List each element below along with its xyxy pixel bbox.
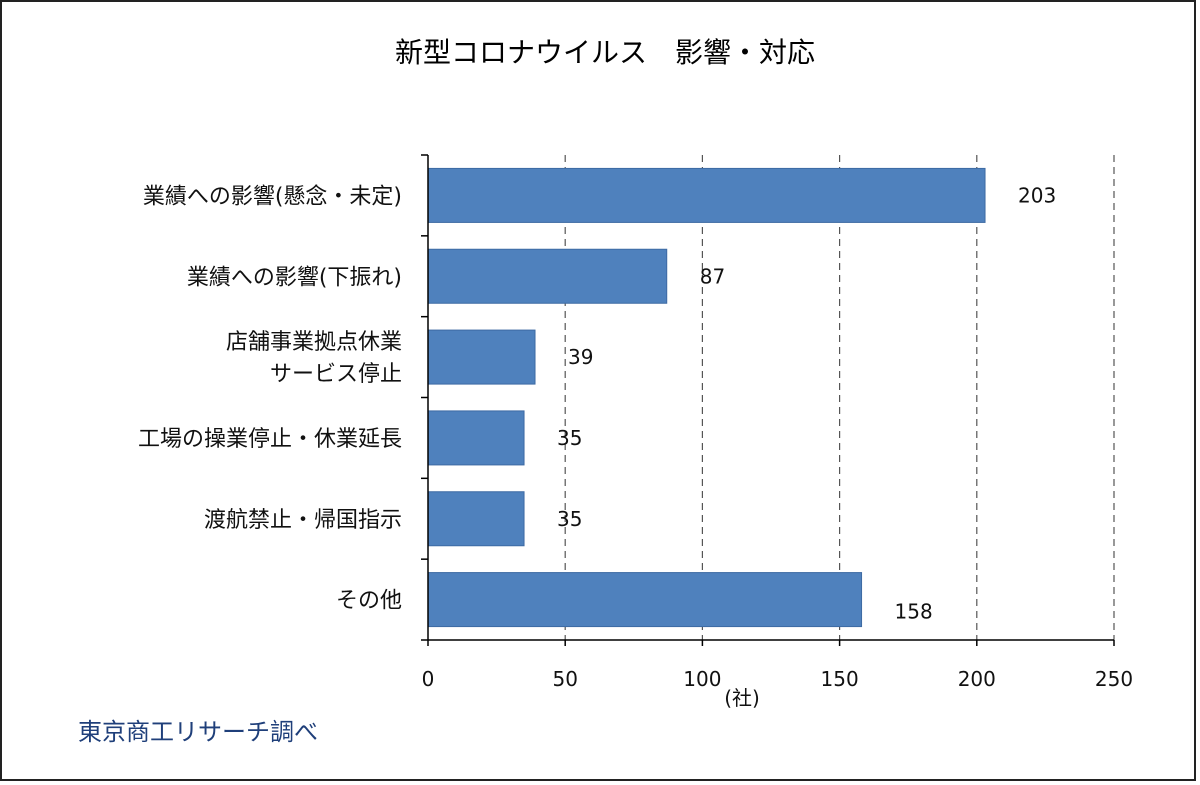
chart-title: 新型コロナウイルス 影響・対応 <box>395 36 815 69</box>
x-tick-label-250: 250 <box>1095 667 1133 691</box>
value-label-0: 203 <box>1018 183 1056 207</box>
bar-5 <box>427 572 863 628</box>
category-label-2: 店舗事業拠点休業 <box>226 330 402 355</box>
x-tick-label-150: 150 <box>821 667 859 691</box>
bar-1 <box>427 248 668 304</box>
x-tick-label-100: 100 <box>683 667 721 691</box>
x-tick-label-200: 200 <box>958 667 996 691</box>
axes <box>421 154 1115 646</box>
category-label-1: 業績への影響(下振れ) <box>187 265 402 290</box>
x-unit-label: (社) <box>724 686 760 710</box>
bar-4 <box>427 491 525 547</box>
category-label-4: 渡航禁止・帰国指示 <box>204 508 402 533</box>
x-tick-label-0: 0 <box>422 667 435 691</box>
source-note: 東京商工リサーチ調べ <box>78 718 318 746</box>
category-label-5: その他 <box>336 589 402 614</box>
category-label-2: サービス停止 <box>270 362 402 387</box>
bar-3 <box>427 410 525 466</box>
value-label-1: 87 <box>700 264 725 288</box>
value-label-3: 35 <box>557 426 582 450</box>
bar-0 <box>427 167 986 223</box>
bar-2 <box>427 329 536 385</box>
labels: 0 50 100 150 200 250 (社) 業績への影響(懸念・未定) 業績への影響(下振… <box>138 183 1133 710</box>
value-label-4: 35 <box>557 507 582 531</box>
category-label-0: 業績への影響(懸念・未定) <box>143 184 402 209</box>
category-label-3: 工場の操業停止・休業延長 <box>138 427 402 452</box>
x-tick-label-50: 50 <box>552 667 577 691</box>
value-label-2: 39 <box>568 345 593 369</box>
value-label-5: 158 <box>895 600 933 624</box>
bars <box>427 167 986 628</box>
gridlines <box>564 155 1115 640</box>
